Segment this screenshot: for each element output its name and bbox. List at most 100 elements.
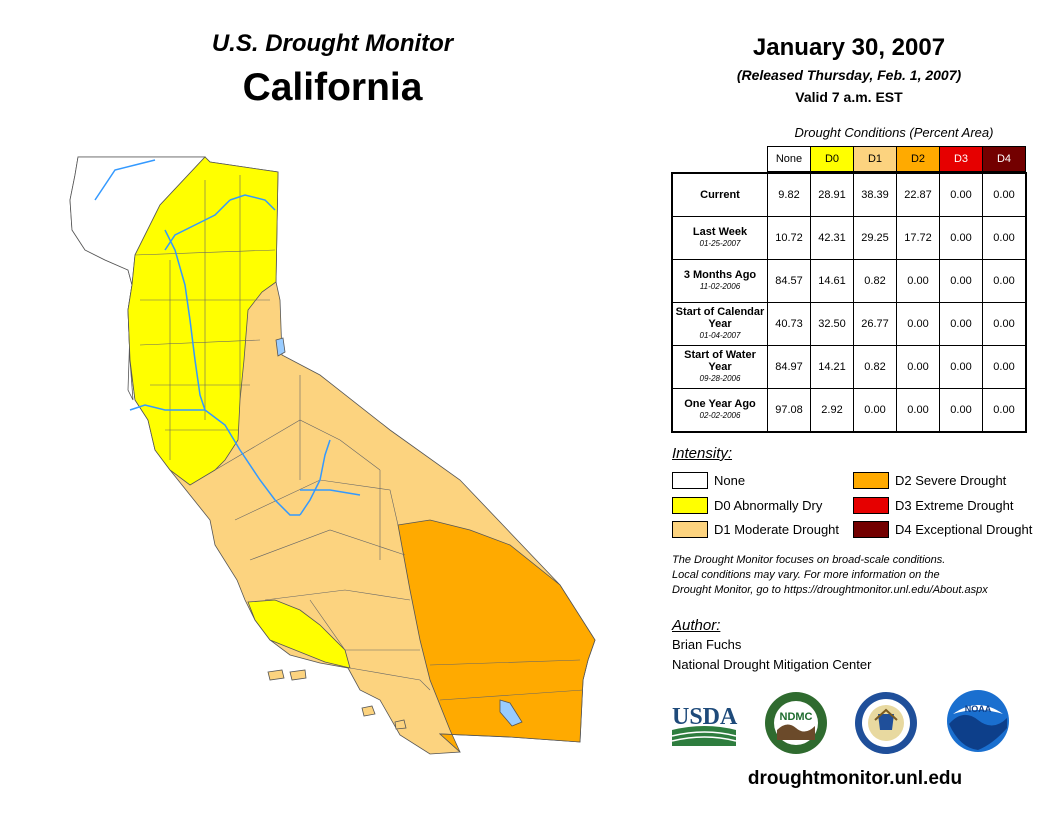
row-date: 01-04-2007 <box>699 331 741 340</box>
row-label-text: Current <box>700 189 740 201</box>
row-date: 09-28-2006 <box>699 374 741 383</box>
legend-swatch <box>672 521 708 538</box>
table-cell: 84.97 <box>767 345 811 389</box>
row-label-text: Start of Calendar Year <box>675 306 765 330</box>
channel-islands <box>267 669 407 730</box>
legend-item-d4: D4 Exceptional Drought <box>853 521 1032 538</box>
legend-swatch <box>853 521 889 538</box>
legend-label: D4 Exceptional Drought <box>895 522 1033 537</box>
usda-logo-text: USDA <box>672 704 738 730</box>
note-line: The Drought Monitor focuses on broad-sca… <box>672 554 946 566</box>
valid-time: Valid 7 a.m. EST <box>795 89 903 105</box>
release-date: (Released Thursday, Feb. 1, 2007) <box>736 67 962 83</box>
table-column-headers: None D0 D1 D2 D3 D4 <box>767 146 1026 172</box>
row-label-text: One Year Ago <box>684 398 756 410</box>
website-link[interactable]: droughtmonitor.unl.edu <box>747 768 963 789</box>
table-cell: 0.00 <box>896 345 940 389</box>
row-label: Last Week 01-25-2007 <box>671 216 768 260</box>
legend-label: None <box>714 473 746 488</box>
table-cell: 26.77 <box>853 302 897 346</box>
col-d4: D4 <box>982 146 1026 172</box>
author-label: Author: <box>672 617 721 634</box>
map-date: January 30, 2007 <box>752 34 946 61</box>
col-d2: D2 <box>896 146 940 172</box>
row-date: 11-02-2006 <box>699 282 741 291</box>
lake-tahoe <box>275 337 286 357</box>
table-cell: 0.82 <box>853 345 897 389</box>
table-cell: 0.00 <box>982 302 1027 346</box>
usda-logo: USDA <box>671 704 738 746</box>
legend-label: D3 Extreme Drought <box>895 498 1014 513</box>
table-cell: 42.31 <box>810 216 854 260</box>
table-cell: 0.82 <box>853 259 897 303</box>
table-cell: 29.25 <box>853 216 897 260</box>
d0-north-area <box>127 156 279 486</box>
row-label: Start of Water Year 09-28-2006 <box>671 345 768 389</box>
table-cell: 28.91 <box>810 172 854 217</box>
table-cell: 0.00 <box>939 345 983 389</box>
row-label: One Year Ago 02-02-2006 <box>671 388 768 433</box>
table-cell: 0.00 <box>896 302 940 346</box>
col-d1: D1 <box>853 146 897 172</box>
row-date: 01-25-2007 <box>699 239 741 248</box>
legend-item-d3: D3 Extreme Drought <box>853 497 1014 514</box>
table-cell: 0.00 <box>939 302 983 346</box>
legend-swatch <box>672 472 708 489</box>
row-label: 3 Months Ago 11-02-2006 <box>671 259 768 303</box>
salton-sea <box>499 699 523 727</box>
state-title: California <box>242 66 423 109</box>
row-label-text: Last Week <box>692 226 748 238</box>
legend-swatch <box>672 497 708 514</box>
table-cell: 0.00 <box>896 259 940 303</box>
table-cell: 0.00 <box>982 259 1027 303</box>
legend-label: D1 Moderate Drought <box>714 522 840 537</box>
legend-label: D0 Abnormally Dry <box>714 498 823 513</box>
table-cell: 9.82 <box>767 172 811 217</box>
table-cell: 0.00 <box>939 259 983 303</box>
table-row: Last Week 01-25-2007 10.72 42.31 29.25 17.72 0… <box>671 216 1027 260</box>
legend-swatch <box>853 497 889 514</box>
monitor-title: U.S. Drought Monitor <box>211 30 454 57</box>
table-cell: 14.21 <box>810 345 854 389</box>
table-cell: 0.00 <box>939 172 983 217</box>
table-cell: 40.73 <box>767 302 811 346</box>
ndmc-logo-text: NDMC <box>780 711 813 723</box>
note-line: Drought Monitor, go to https://droughtmo… <box>672 584 988 596</box>
d2-area <box>397 519 596 753</box>
table-cell: 0.00 <box>982 172 1027 217</box>
table-cell: 0.00 <box>982 216 1027 260</box>
author-name: Brian Fuchs <box>672 637 742 652</box>
table-cell: 17.72 <box>896 216 940 260</box>
noaa-logo: NOAA <box>947 690 1009 752</box>
noaa-logo-text: NOAA <box>965 704 992 714</box>
drought-monitor-note: The Drought Monitor focuses on broad-sca… <box>672 553 1052 598</box>
legend-swatch <box>853 472 889 489</box>
legend-item-d2: D2 Severe Drought <box>853 472 1006 489</box>
col-d3: D3 <box>939 146 983 172</box>
table-cell: 22.87 <box>896 172 940 217</box>
table-cell: 84.57 <box>767 259 811 303</box>
table-cell: 2.92 <box>810 388 854 433</box>
row-date: 02-02-2006 <box>699 411 741 420</box>
table-row: Current 9.82 28.91 38.39 22.87 0.00 0.00 <box>671 172 1027 217</box>
row-label-text: Start of Water Year <box>684 349 756 373</box>
row-label: Current <box>671 172 768 217</box>
row-label: Start of Calendar Year 01-04-2007 <box>671 302 768 346</box>
table-row: Start of Water Year 09-28-2006 84.97 14.21 0… <box>671 345 1027 389</box>
table-row: Start of Calendar Year 01-04-2007 40.73 32.… <box>671 302 1027 346</box>
legend-item-d0: D0 Abnormally Dry <box>672 497 822 514</box>
table-cell: 0.00 <box>982 345 1027 389</box>
ndmc-logo: NDMC <box>765 692 827 754</box>
table-cell: 97.08 <box>767 388 811 433</box>
legend-label: D2 Severe Drought <box>895 473 1007 488</box>
legend-item-d1: D1 Moderate Drought <box>672 521 839 538</box>
author-org: National Drought Mitigation Center <box>672 657 872 672</box>
intensity-title: Intensity: <box>672 445 733 462</box>
rivers <box>94 159 361 516</box>
legend-item-none: None <box>672 472 745 489</box>
table-cell: 14.61 <box>810 259 854 303</box>
table-caption: Drought Conditions (Percent Area) <box>794 125 994 140</box>
doc-seal-logo <box>855 692 917 754</box>
table-cell: 0.00 <box>939 388 983 433</box>
table-cell: 0.00 <box>982 388 1027 433</box>
